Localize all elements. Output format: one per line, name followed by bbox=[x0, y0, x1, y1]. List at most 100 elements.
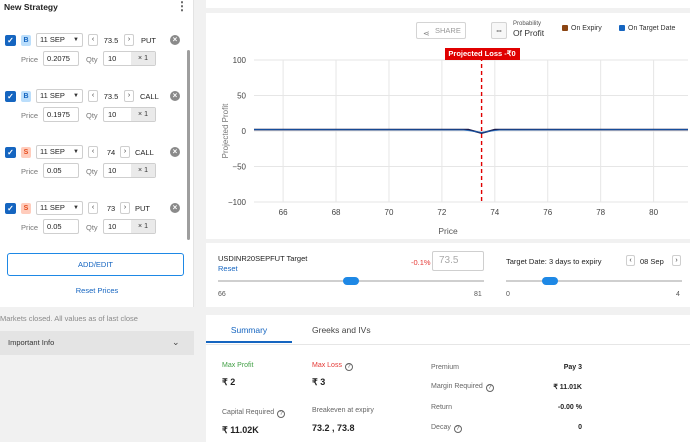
strike-value: 73 bbox=[106, 204, 116, 213]
leg-side-badge[interactable]: S bbox=[21, 203, 31, 214]
strategy-title: New Strategy bbox=[4, 2, 58, 12]
payoff-chart[interactable]: 66 68 70 72 74 76 78 80 100 50 0 −50 −100 Projected P… bbox=[206, 48, 690, 228]
target-reset-link[interactable]: Reset bbox=[218, 264, 238, 273]
price-input[interactable]: 0.1975 bbox=[43, 107, 79, 122]
strike-increase-button[interactable]: › bbox=[124, 34, 134, 46]
strike-value: 73.5 bbox=[103, 36, 119, 45]
qty-input[interactable]: 10 × 1 bbox=[103, 163, 156, 178]
strike-decrease-button[interactable]: ‹ bbox=[88, 146, 98, 158]
qty-value: 10 bbox=[108, 222, 117, 231]
price-label: Price bbox=[21, 223, 39, 232]
info-icon[interactable]: ? bbox=[453, 425, 462, 433]
breakeven-value: 73.2 , 73.8 bbox=[312, 423, 355, 433]
probability-label-2: Of Profit bbox=[513, 28, 545, 38]
leg-row: ✓ S 11 SEP ▼ ‹ 74 › CALL × Price 0.05 Qty… bbox=[0, 142, 186, 198]
qty-label: Qty bbox=[86, 55, 98, 64]
chevron-down-icon: ⌄ bbox=[172, 337, 180, 347]
strike-increase-button[interactable]: › bbox=[124, 90, 134, 102]
legend-swatch bbox=[619, 25, 625, 31]
legend-on-target[interactable]: On Target Date bbox=[619, 25, 675, 32]
target-price-input[interactable]: 73.5 bbox=[432, 251, 484, 271]
qty-input[interactable]: 10 × 1 bbox=[103, 107, 156, 122]
legs-scrollbar[interactable] bbox=[187, 50, 190, 240]
payoff-chart-card: ⋖ SHARE -- Probability Of Profit On Expi… bbox=[206, 13, 690, 239]
option-type[interactable]: CALL bbox=[140, 92, 159, 101]
tab-greeks[interactable]: Greeks and IVs bbox=[312, 325, 371, 335]
option-type[interactable]: PUT bbox=[135, 204, 150, 213]
option-type[interactable]: CALL bbox=[135, 148, 154, 157]
leg-row: ✓ S 11 SEP ▼ ‹ 73 › PUT × Price 0.05 Qty … bbox=[0, 198, 186, 254]
target-date-slider[interactable] bbox=[506, 280, 682, 282]
return-value: -0.00 % bbox=[557, 404, 582, 411]
margin-label-wrap: Margin Required? bbox=[431, 383, 494, 392]
qty-label: Qty bbox=[86, 223, 98, 232]
leg-side-badge[interactable]: B bbox=[21, 91, 31, 102]
max-profit-label: Max Profit bbox=[222, 362, 254, 369]
expiry-select[interactable]: 11 SEP ▼ bbox=[36, 201, 83, 215]
legend-on-expiry[interactable]: On Expiry bbox=[562, 25, 602, 32]
remove-leg-icon[interactable]: × bbox=[170, 203, 180, 213]
chevron-down-icon: ▼ bbox=[73, 205, 79, 211]
remove-leg-icon[interactable]: × bbox=[170, 91, 180, 101]
expiry-select[interactable]: 11 SEP ▼ bbox=[36, 33, 83, 47]
legend-label: On Target Date bbox=[628, 25, 676, 32]
add-edit-button[interactable]: ADD/EDIT bbox=[7, 253, 184, 276]
series-line-target bbox=[253, 129, 689, 133]
max-loss-label: Max Loss bbox=[312, 362, 342, 369]
leg-checkbox[interactable]: ✓ bbox=[5, 147, 16, 158]
leg-checkbox[interactable]: ✓ bbox=[5, 35, 16, 46]
price-label: Price bbox=[21, 167, 39, 176]
share-button[interactable]: ⋖ SHARE bbox=[416, 22, 466, 39]
strike-increase-button[interactable]: › bbox=[120, 202, 130, 214]
remove-leg-icon[interactable]: × bbox=[170, 147, 180, 157]
strike-decrease-button[interactable]: ‹ bbox=[88, 202, 98, 214]
qty-input[interactable]: 10 × 1 bbox=[103, 219, 156, 234]
date-next-button[interactable]: › bbox=[672, 255, 681, 266]
price-label: Price bbox=[21, 111, 39, 120]
target-date-slider-thumb[interactable] bbox=[542, 277, 558, 285]
premium-value: Pay 3 bbox=[563, 364, 582, 371]
projected-loss-flag: Projected Loss -₹0 bbox=[444, 48, 520, 60]
price-input[interactable]: 0.05 bbox=[43, 163, 79, 178]
expiry-value: 11 SEP bbox=[40, 147, 65, 156]
remove-leg-icon[interactable]: × bbox=[170, 35, 180, 45]
qty-input[interactable]: 10 × 1 bbox=[103, 51, 156, 66]
return-label: Return bbox=[431, 404, 453, 411]
premium-label: Premium bbox=[431, 364, 460, 371]
option-type[interactable]: PUT bbox=[141, 36, 156, 45]
y-tick-label: 100 bbox=[233, 56, 247, 65]
decay-label: Decay bbox=[431, 424, 451, 431]
leg-checkbox[interactable]: ✓ bbox=[5, 91, 16, 102]
price-input[interactable]: 0.05 bbox=[43, 219, 79, 234]
strike-decrease-button[interactable]: ‹ bbox=[88, 90, 98, 102]
info-icon[interactable]: ? bbox=[344, 363, 353, 371]
strike-decrease-button[interactable]: ‹ bbox=[88, 34, 98, 46]
target-price-slider-thumb[interactable] bbox=[343, 277, 359, 285]
target-title: USDINR20SEPFUT Target bbox=[218, 254, 308, 263]
expiry-select[interactable]: 11 SEP ▼ bbox=[36, 145, 83, 159]
date-prev-button[interactable]: ‹ bbox=[626, 255, 635, 266]
summary-card: Summary Greeks and IVs Max Profit ₹ 2 Ma… bbox=[206, 315, 690, 442]
legend-label: On Expiry bbox=[571, 25, 602, 32]
active-tab-indicator bbox=[206, 341, 292, 343]
chevron-down-icon: ▼ bbox=[73, 93, 79, 99]
target-change-pct: -0.1% bbox=[411, 258, 431, 267]
info-icon[interactable]: ? bbox=[277, 410, 286, 418]
reset-prices-link[interactable]: Reset Prices bbox=[75, 286, 119, 295]
tab-summary[interactable]: Summary bbox=[230, 325, 268, 335]
chevron-down-icon: ▼ bbox=[73, 149, 79, 155]
strike-increase-button[interactable]: › bbox=[120, 146, 130, 158]
share-label: SHARE bbox=[435, 26, 461, 35]
lot-multiplier: × 1 bbox=[131, 220, 155, 233]
leg-side-badge[interactable]: B bbox=[21, 35, 31, 46]
kebab-icon[interactable]: ⋮ bbox=[176, 0, 188, 13]
qty-label: Qty bbox=[86, 111, 98, 120]
leg-checkbox[interactable]: ✓ bbox=[5, 203, 16, 214]
top-strip bbox=[206, 0, 690, 8]
info-icon[interactable]: ? bbox=[485, 384, 494, 392]
capital-label-wrap: Capital Required? bbox=[222, 409, 286, 418]
leg-side-badge[interactable]: S bbox=[21, 147, 31, 158]
price-input[interactable]: 0.2075 bbox=[43, 51, 79, 66]
expiry-select[interactable]: 11 SEP ▼ bbox=[36, 89, 83, 103]
important-info-accordion[interactable]: Important Info ⌄ bbox=[0, 331, 194, 355]
